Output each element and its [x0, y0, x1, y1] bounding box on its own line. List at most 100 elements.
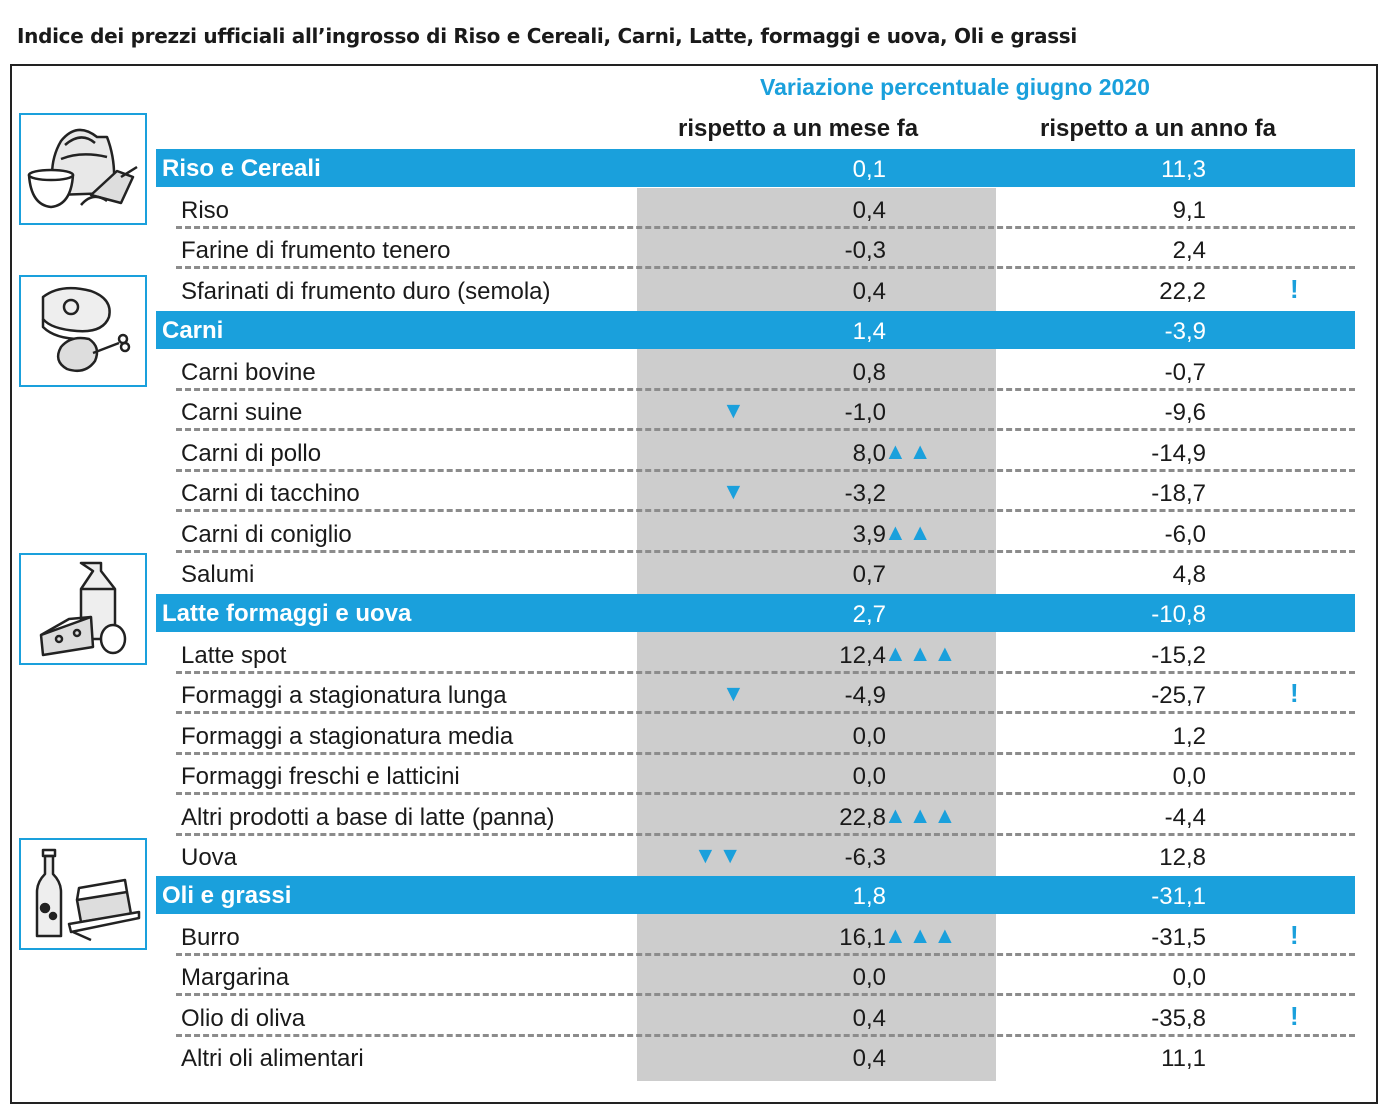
month-column-header: rispetto a un mese fa: [678, 115, 919, 142]
down-arrows-icon: ▼▼: [694, 842, 744, 868]
table-row: Altri oli alimentari 0,4 11,1: [156, 1037, 1355, 1077]
item-year-value: -15,2: [1151, 642, 1206, 669]
row-divider: [176, 711, 1355, 715]
grain-sack-icon: [19, 113, 147, 225]
warning-icon: !: [1290, 678, 1299, 709]
item-year-value: 12,8: [1159, 844, 1206, 871]
table-row: Salumi 0,7 4,8: [156, 553, 1355, 593]
item-month-value: -0,3: [844, 237, 886, 265]
item-year-value: 11,1: [1161, 1045, 1206, 1073]
item-label: Formaggi freschi e latticini: [181, 763, 460, 791]
category-year-value: -31,1: [1151, 883, 1206, 910]
category-year-value: -10,8: [1151, 601, 1206, 628]
up-arrows-icon: ▲▲▲: [884, 640, 959, 666]
table-row: Burro ▲▲▲ 16,1 -31,5!: [156, 916, 1355, 956]
item-year-value: -0,7: [1164, 359, 1206, 386]
item-year-value: -14,9: [1151, 439, 1206, 467]
row-divider: [176, 509, 1355, 513]
category-month-value: 1,4: [852, 318, 886, 345]
warning-icon: !: [1290, 273, 1299, 304]
category-month-value: 0,1: [852, 156, 886, 183]
item-year-value: 1,2: [1172, 722, 1206, 750]
item-month-value: 22,8: [839, 803, 886, 831]
row-divider: [176, 226, 1355, 229]
warning-icon: !: [1290, 1000, 1299, 1031]
category-row: Carni 1,4 -3,9: [156, 311, 1355, 349]
item-month-value: -4,9: [844, 682, 886, 710]
item-label: Formaggi a stagionatura media: [181, 722, 514, 750]
category-row: Riso e Cereali 0,1 11,3: [156, 149, 1355, 187]
row-divider: [176, 671, 1355, 674]
item-month-value: -6,3: [844, 844, 886, 871]
item-label: Burro: [181, 924, 240, 951]
oil-butter-icon: [19, 838, 147, 950]
item-month-value: -3,2: [844, 480, 886, 508]
up-arrows-icon: ▲▲: [884, 518, 934, 545]
item-label: Latte spot: [181, 642, 287, 669]
item-month-value: 0,4: [852, 1045, 886, 1073]
row-divider: [176, 1033, 1355, 1037]
row-divider: [176, 468, 1355, 472]
variation-header: Variazione percentuale giugno 2020: [760, 74, 1150, 100]
row-divider: [176, 388, 1355, 391]
item-label: Carni di coniglio: [181, 520, 352, 548]
row-divider: [176, 993, 1355, 997]
item-year-value: -4,4: [1164, 803, 1206, 831]
item-year-value: 2,4: [1172, 237, 1206, 265]
up-arrows-icon: ▲▲▲: [884, 801, 959, 828]
item-month-value: -1,0: [844, 399, 886, 427]
row-divider: [176, 266, 1355, 270]
dairy-icon: [19, 553, 147, 665]
item-month-value: 0,0: [852, 763, 886, 791]
meat-icon: [19, 275, 147, 387]
category-row: Oli e grassi 1,8 -31,1: [156, 876, 1355, 914]
item-year-value: -35,8: [1151, 1004, 1206, 1032]
item-label: Carni di tacchino: [181, 480, 360, 508]
item-year-value: 9,1: [1172, 197, 1206, 224]
item-label: Altri oli alimentari: [181, 1045, 364, 1073]
item-month-value: 0,0: [852, 964, 886, 992]
item-year-value: -6,0: [1164, 520, 1206, 548]
item-label: Formaggi a stagionatura lunga: [181, 682, 507, 710]
item-label: Carni di pollo: [181, 439, 322, 467]
table-row: Carni di coniglio ▲▲ 3,9 -6,0: [156, 513, 1355, 553]
down-arrows-icon: ▼: [722, 397, 747, 424]
item-label: Carni bovine: [181, 359, 316, 386]
item-month-value: 16,1: [839, 924, 886, 951]
category-year-value: 11,3: [1161, 156, 1206, 183]
category-row: Latte formaggi e uova 2,7 -10,8: [156, 594, 1355, 632]
item-month-value: 0,0: [852, 722, 886, 750]
item-month-value: 0,4: [852, 1004, 886, 1032]
item-month-value: 12,4: [839, 642, 886, 669]
item-label: Farine di frumento tenero: [181, 237, 451, 265]
category-label: Latte formaggi e uova: [162, 600, 412, 627]
category-year-value: -3,9: [1164, 318, 1206, 345]
table-row: Farine di frumento tenero -0,3 2,4: [156, 229, 1355, 270]
category-month-value: 2,7: [852, 601, 886, 628]
down-arrows-icon: ▼: [722, 478, 747, 505]
page-title: Indice dei prezzi ufficiali all’ingrosso…: [17, 24, 1077, 48]
category-label: Riso e Cereali: [162, 155, 321, 182]
item-month-value: 0,4: [852, 197, 886, 224]
table-row: Margarina 0,0 0,0: [156, 956, 1355, 997]
item-year-value: -31,5: [1151, 924, 1206, 951]
item-label: Olio di oliva: [181, 1004, 306, 1032]
item-year-value: 0,0: [1172, 763, 1206, 791]
year-column-header: rispetto a un anno fa: [1040, 115, 1277, 142]
table-row: Formaggi a stagionatura media 0,0 1,2: [156, 715, 1355, 755]
table-row: Olio di oliva 0,4 -35,8!: [156, 997, 1355, 1037]
row-divider: [176, 792, 1355, 796]
row-divider: [176, 751, 1355, 755]
item-label: Margarina: [181, 964, 290, 992]
item-year-value: 4,8: [1172, 561, 1206, 588]
row-divider: [176, 549, 1355, 553]
item-year-value: -25,7: [1151, 682, 1206, 710]
table-row: Carni bovine 0,8 -0,7: [156, 351, 1355, 391]
table-row: Latte spot ▲▲▲ 12,4 -15,2: [156, 634, 1355, 674]
table-frame: [10, 64, 1378, 1104]
warning-icon: !: [1290, 920, 1299, 950]
category-month-value: 1,8: [852, 883, 886, 910]
item-month-value: 0,7: [852, 561, 886, 588]
up-arrows-icon: ▲▲▲: [884, 922, 959, 948]
row-divider: [176, 953, 1355, 956]
